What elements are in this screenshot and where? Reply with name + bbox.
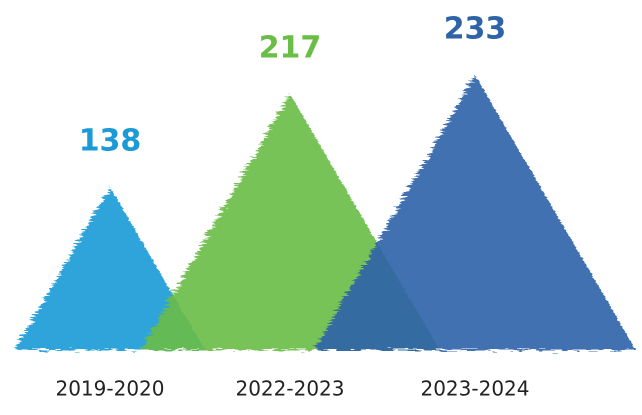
category-label: 2019-2020 — [55, 377, 164, 401]
value-label: 217 — [259, 30, 322, 65]
triangle — [314, 75, 636, 350]
category-label: 2023-2024 — [420, 377, 529, 401]
triangle — [14, 187, 206, 350]
category-label: 2022-2023 — [235, 377, 344, 401]
value-label: 233 — [444, 12, 507, 47]
value-label: 138 — [79, 124, 142, 159]
